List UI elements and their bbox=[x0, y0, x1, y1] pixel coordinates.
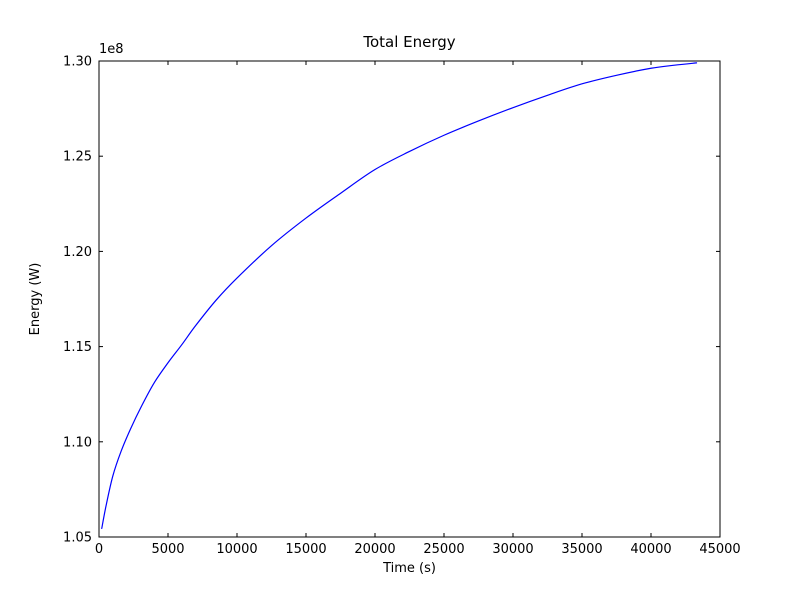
x-tick-label: 20000 bbox=[354, 542, 395, 557]
y-tick-label: 1.25 bbox=[63, 150, 92, 165]
plot-border bbox=[98, 60, 721, 538]
y-axis-label: Energy (W) bbox=[28, 263, 43, 336]
series-layer bbox=[101, 62, 698, 530]
x-tick-label: 5000 bbox=[151, 542, 184, 557]
energy-curve bbox=[101, 62, 698, 530]
chart-title: Total Energy bbox=[362, 33, 455, 51]
y-tick-label: 1.15 bbox=[63, 340, 92, 355]
y-tick-label: 1.10 bbox=[63, 435, 92, 450]
x-tick-label: 15000 bbox=[285, 542, 326, 557]
y-offset-label: 1e8 bbox=[99, 42, 124, 57]
x-tick-label: 0 bbox=[95, 542, 103, 557]
ticks-layer: 0 5000 10000 15000 20000 25000 30000 35000 40000… bbox=[63, 55, 741, 558]
y-tick-label: 1.05 bbox=[63, 531, 92, 546]
x-tick-label: 45000 bbox=[699, 542, 740, 557]
x-axis-label: Time (s) bbox=[382, 561, 436, 576]
x-tick-label: 35000 bbox=[561, 542, 602, 557]
y-tick-label: 1.20 bbox=[63, 245, 92, 260]
x-tick-label: 40000 bbox=[630, 542, 671, 557]
y-tick-label: 1.30 bbox=[63, 55, 92, 70]
x-tick-label: 25000 bbox=[423, 542, 464, 557]
x-tick-label: 30000 bbox=[492, 542, 533, 557]
x-tick-label: 10000 bbox=[216, 542, 257, 557]
